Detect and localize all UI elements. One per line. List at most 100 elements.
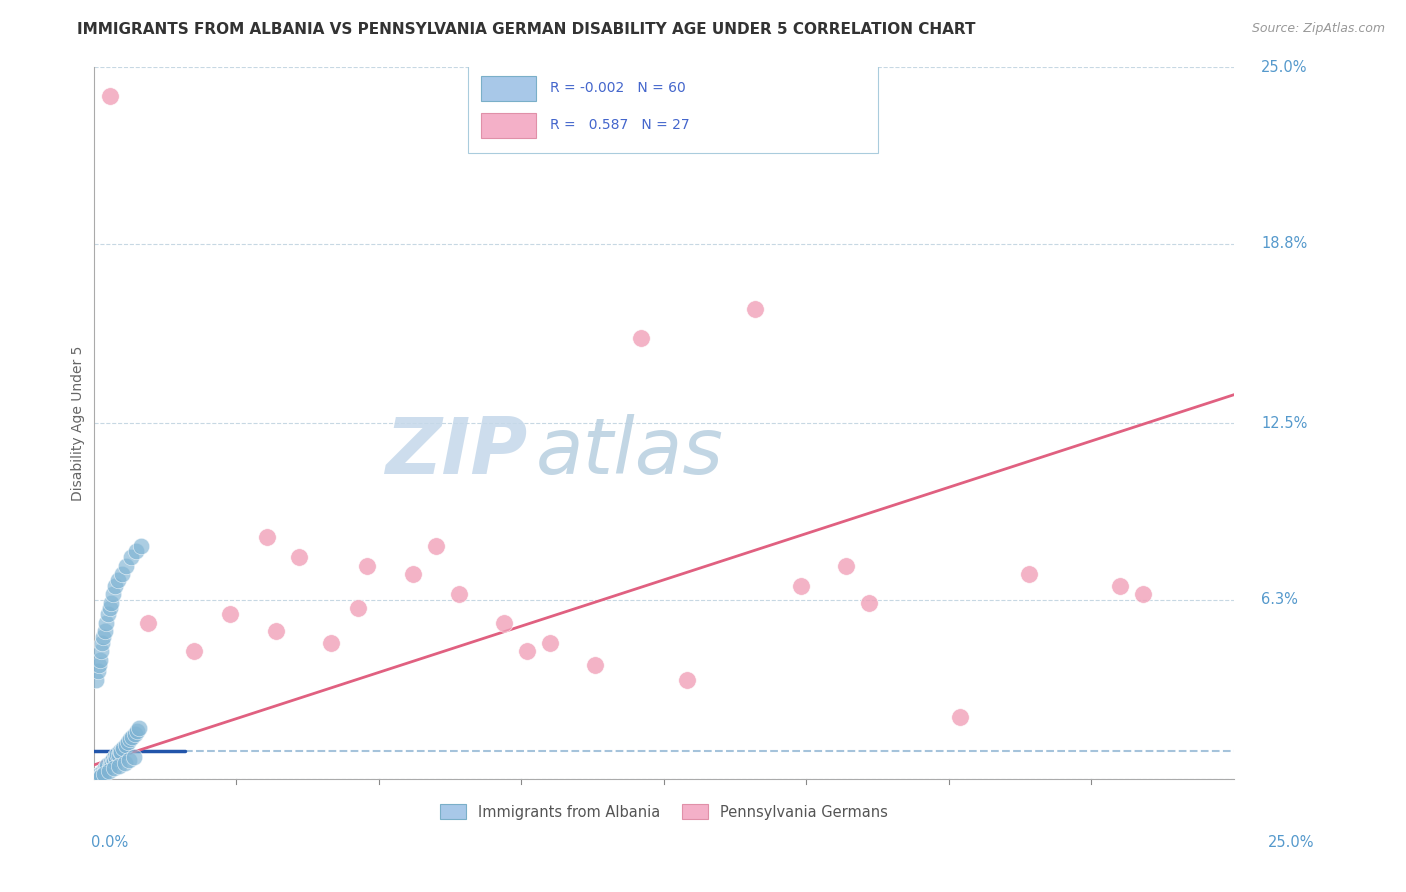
Point [112,740,135,755]
FancyBboxPatch shape [481,112,536,138]
Point [120,550,142,565]
Point [101,752,124,766]
Point [86,771,108,785]
Point [118,753,141,767]
Point [91,764,114,778]
Point [96,758,118,772]
Text: 25.0%: 25.0% [1268,836,1315,850]
Point [90,769,112,783]
Text: atlas: atlas [536,414,724,490]
Point [1018,567,1040,582]
Point [858,596,880,610]
Point [949,709,972,723]
Point [101,756,124,771]
Point [122,750,145,764]
Point [264,624,287,639]
Point [93,624,115,639]
Point [93,767,115,781]
Point [97,764,120,779]
Point [425,539,447,553]
Y-axis label: Disability Age Under 5: Disability Age Under 5 [72,345,86,501]
Point [121,730,143,744]
Point [98,88,121,103]
Point [103,761,125,775]
Point [124,544,146,558]
Point [84,673,107,687]
Point [675,673,697,687]
Point [100,596,122,610]
Point [1132,587,1154,601]
Point [538,635,561,649]
Point [89,652,111,666]
Point [103,754,125,768]
Point [347,601,370,615]
Point [630,331,652,345]
Point [744,302,766,317]
Point [103,587,125,601]
Point [87,658,110,673]
Point [125,723,148,738]
Text: 25.0%: 25.0% [1261,60,1308,75]
Text: R =   0.587   N = 27: R = 0.587 N = 27 [550,119,689,133]
Point [91,630,114,644]
Point [114,756,136,770]
Point [89,770,111,784]
Point [516,644,538,658]
Point [288,550,311,565]
Point [100,755,122,769]
Point [136,615,159,630]
Point [494,615,516,630]
Point [93,765,115,780]
Point [86,664,108,678]
Point [107,573,129,587]
Point [104,578,127,592]
Text: 0.0%: 0.0% [91,836,128,850]
Point [94,761,117,775]
Point [789,578,811,592]
Point [91,635,114,649]
Point [84,771,107,785]
Text: R = -0.002   N = 60: R = -0.002 N = 60 [550,81,686,95]
Point [583,658,606,673]
Point [108,744,131,758]
Point [97,607,120,621]
Point [402,567,425,582]
Text: ZIP: ZIP [385,414,527,490]
Point [94,615,117,630]
Point [110,745,132,759]
Point [98,601,121,615]
Point [89,766,111,780]
Point [114,738,136,752]
Point [117,735,139,749]
Point [120,732,142,747]
Point [90,769,112,783]
FancyBboxPatch shape [481,76,536,102]
Text: 6.3%: 6.3% [1261,592,1298,607]
Text: IMMIGRANTS FROM ALBANIA VS PENNSYLVANIA GERMAN DISABILITY AGE UNDER 5 CORRELATIO: IMMIGRANTS FROM ALBANIA VS PENNSYLVANIA … [77,22,976,37]
Text: Source: ZipAtlas.com: Source: ZipAtlas.com [1251,22,1385,36]
Point [835,558,858,573]
Point [87,770,110,784]
Legend: Immigrants from Albania, Pennsylvania Germans: Immigrants from Albania, Pennsylvania Ge… [434,798,894,825]
Point [108,758,131,772]
Point [87,768,110,782]
Point [90,644,112,658]
Point [98,759,121,773]
Point [1109,578,1132,592]
Point [107,747,129,762]
Point [356,558,378,573]
Point [256,530,278,544]
Point [104,749,127,764]
Point [219,607,242,621]
Point [111,567,134,582]
Point [183,644,205,658]
Point [86,769,108,783]
Point [96,762,118,776]
Point [131,539,153,553]
Point [105,751,128,765]
Point [124,727,146,741]
Point [128,721,150,735]
Point [447,587,470,601]
Point [115,558,138,573]
Point [319,635,342,649]
